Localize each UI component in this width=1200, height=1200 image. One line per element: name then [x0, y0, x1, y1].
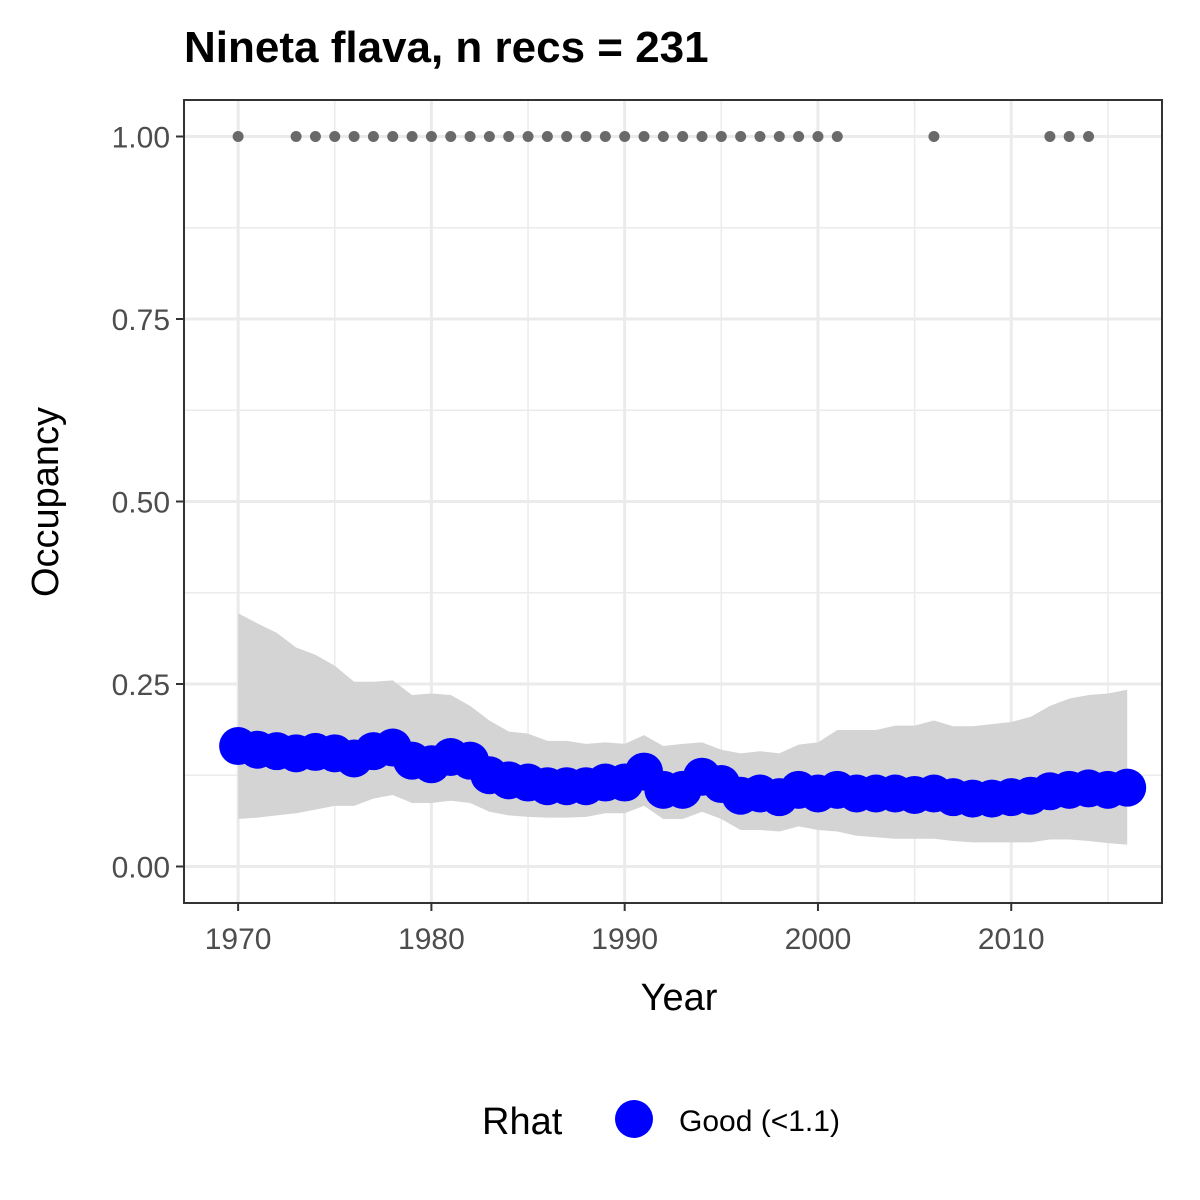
record-point	[561, 131, 573, 142]
y-tick-label: 0.00	[112, 852, 170, 885]
record-point	[812, 131, 824, 142]
record-point	[425, 131, 437, 142]
chart-title: Nineta flava, n recs = 231	[184, 23, 709, 72]
record-point	[928, 131, 940, 142]
record-point	[831, 131, 843, 142]
record-point	[387, 131, 399, 142]
record-point	[735, 131, 747, 142]
record-point	[793, 131, 805, 142]
record-point	[329, 131, 341, 142]
x-tick-label: 1980	[398, 923, 465, 956]
record-point	[483, 131, 495, 142]
y-tick-label: 0.75	[112, 304, 170, 337]
record-point	[541, 131, 553, 142]
x-tick-label: 1990	[591, 923, 658, 956]
record-point	[503, 131, 515, 142]
record-point	[522, 131, 534, 142]
record-point	[619, 131, 631, 142]
record-point	[715, 131, 727, 142]
record-point	[657, 131, 669, 142]
x-tick-label: 1970	[205, 923, 272, 956]
x-axis-title: Year	[641, 977, 718, 1019]
axis-layer: 0.00 0.25 0.50 0.75 1.00 1970 1980 1990 2000 2010	[112, 122, 1045, 957]
record-point	[367, 131, 379, 142]
record-point	[348, 131, 360, 142]
legend: Rhat Good (<1.1)	[482, 1100, 840, 1143]
mean-points-layer	[219, 727, 1147, 818]
y-tick-label: 1.00	[112, 122, 170, 155]
record-point	[1083, 131, 1095, 142]
legend-key-good	[615, 1100, 653, 1138]
y-axis-title: Occupancy	[25, 407, 67, 597]
record-point	[677, 131, 689, 142]
legend-title: Rhat	[482, 1101, 563, 1143]
record-point	[754, 131, 766, 142]
record-point	[406, 131, 418, 142]
legend-label-good: Good (<1.1)	[679, 1105, 840, 1138]
record-point	[464, 131, 476, 142]
records-layer	[232, 131, 1095, 142]
record-point	[638, 131, 650, 142]
mean-point	[1108, 768, 1147, 807]
record-point	[599, 131, 611, 142]
record-point	[696, 131, 708, 142]
y-tick-label: 0.25	[112, 669, 170, 702]
x-tick-label: 2000	[785, 923, 852, 956]
record-point	[232, 131, 244, 142]
record-point	[1044, 131, 1056, 142]
record-point	[290, 131, 302, 142]
record-point	[1063, 131, 1075, 142]
record-point	[445, 131, 457, 142]
x-tick-label: 2010	[978, 923, 1045, 956]
record-point	[580, 131, 592, 142]
record-point	[773, 131, 785, 142]
y-tick-label: 0.50	[112, 487, 170, 520]
record-point	[309, 131, 321, 142]
